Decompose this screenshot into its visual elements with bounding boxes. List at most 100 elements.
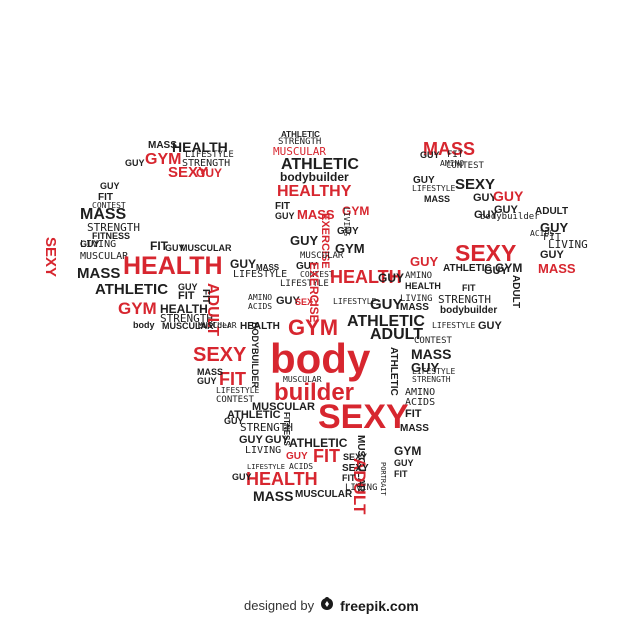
cloud-word: LIFESTYLE xyxy=(247,463,285,471)
cloud-word: ACIDS xyxy=(289,462,314,471)
cloud-word: MUSCULAR xyxy=(180,243,232,253)
cloud-word: GUY xyxy=(540,220,569,235)
cloud-word: MUSCULAR xyxy=(295,489,353,500)
cloud-word: MASS xyxy=(424,194,451,204)
cloud-word: SEXY xyxy=(455,240,517,266)
cloud-word: GUY xyxy=(224,416,244,426)
cloud-word: body xyxy=(270,335,371,382)
cloud-word: GUY xyxy=(413,175,435,186)
cloud-word: AMINO xyxy=(405,271,433,281)
cloud-word: BODYBUILDER xyxy=(250,322,260,389)
cloud-word: SEXY xyxy=(295,297,320,307)
cloud-word: ACIDS xyxy=(405,397,436,408)
cloud-word: GUY xyxy=(197,376,217,386)
cloud-word: ADULT xyxy=(535,206,569,217)
cloud-word: body xyxy=(133,320,155,330)
cloud-word: STRENGTH xyxy=(438,293,491,306)
cloud-word: bodybuilder xyxy=(480,212,540,222)
cloud-word: FIT xyxy=(219,369,246,389)
cloud-word: MUSCULAR xyxy=(80,251,129,262)
cloud-word: FIT xyxy=(394,469,408,479)
cloud-word: ATHLETIC xyxy=(227,409,281,421)
cloud-word: GUY xyxy=(370,296,403,313)
cloud-word: GUY xyxy=(484,265,508,277)
cloud-word: GUY xyxy=(478,320,502,332)
cloud-word: SEXY xyxy=(168,164,209,181)
cloud-word: LIFESTYLE xyxy=(216,386,260,395)
cloud-word: STRENGTH xyxy=(182,158,231,169)
cloud-word: GUY xyxy=(125,158,145,168)
cloud-word: MUSCULAR xyxy=(273,145,326,158)
cloud-word: HEALTH xyxy=(405,281,441,291)
cloud-word: ADULT xyxy=(370,326,424,343)
cloud-word: SEXY xyxy=(193,344,247,366)
cloud-word: LIFESTYLE xyxy=(233,269,288,280)
cloud-word: STRENGTH xyxy=(160,312,213,325)
freepik-credit[interactable]: designed by freepik.com xyxy=(244,596,419,615)
cloud-word: CONTEST xyxy=(300,270,334,279)
cloud-word: ATHLETIC xyxy=(95,281,169,298)
cloud-word: HEALTH xyxy=(330,267,402,287)
cloud-word: GUY xyxy=(540,249,564,261)
cloud-word: MUSCULAR xyxy=(252,401,315,413)
cloud-word: ACIDS xyxy=(248,302,273,311)
cloud-word: LIVING xyxy=(80,239,117,250)
cloud-word: STRENGTH xyxy=(240,421,293,434)
cloud-word: ATHLETIC xyxy=(388,347,399,396)
cloud-word: GYM xyxy=(335,241,365,256)
cloud-word: SEXY xyxy=(342,463,369,474)
cloud-word: HEALTH xyxy=(240,321,280,332)
cloud-word: MUSCULAR xyxy=(283,375,322,384)
cloud-word: LIVING xyxy=(245,445,282,456)
cloud-word: GUY xyxy=(275,211,295,221)
cloud-word: GYM xyxy=(118,299,157,318)
cloud-word: HEALTHY xyxy=(277,183,352,200)
cloud-word: MASS xyxy=(256,263,280,272)
cloud-word: bodybuilder xyxy=(280,170,349,184)
cloud-word: GUY xyxy=(196,166,223,180)
cloud-word: STRENGTH xyxy=(278,137,322,147)
cloud-word: GUY xyxy=(178,282,198,292)
credit-brand: freepik.com xyxy=(340,597,419,614)
cloud-word: HEALTH xyxy=(160,302,208,316)
cloud-word: MASS xyxy=(423,139,476,159)
cloud-word: MASS xyxy=(538,261,576,276)
cloud-word: MASS xyxy=(297,207,335,222)
cloud-word: CONTEST xyxy=(414,336,452,346)
cloud-word: FIT xyxy=(462,283,476,293)
cloud-word: LIFESTYLE xyxy=(280,279,329,289)
cloud-word: GUY xyxy=(296,261,318,272)
cloud-word: GUY xyxy=(378,271,405,285)
cloud-word: GUY xyxy=(230,257,257,271)
cloud-word: GUY xyxy=(410,254,439,269)
cloud-word: ATHLETIC xyxy=(347,313,425,330)
cloud-word: FIT xyxy=(275,201,290,212)
cloud-word: MASS xyxy=(253,488,294,504)
cloud-word: MUSCULAR xyxy=(198,321,237,330)
cloud-word: CONTEST xyxy=(92,201,126,210)
cloud-word: AMINO xyxy=(248,293,273,302)
cloud-word: MUSCULAR xyxy=(300,251,344,261)
cloud-word: FIT xyxy=(150,239,168,253)
cloud-word: GUY xyxy=(239,434,263,446)
cloud-word: SEXY xyxy=(455,176,496,193)
cloud-word: ATHLETIC xyxy=(443,263,492,274)
cloud-word: ATHLETIC xyxy=(281,130,320,139)
cloud-word: MASS xyxy=(411,346,452,362)
cloud-word: GYM xyxy=(288,315,339,340)
cloud-word: GYM xyxy=(394,444,422,458)
cloud-word: MASS xyxy=(80,206,127,223)
credit-prefix: designed by xyxy=(244,598,315,613)
cloud-word: HEALTH xyxy=(172,139,228,155)
cloud-word: LIFESTYLE xyxy=(432,321,476,330)
cloud-word: CONTEST xyxy=(216,395,254,405)
cloud-word: FITNESS xyxy=(92,231,131,241)
cloud-word: AMINO xyxy=(405,387,436,398)
cloud-word: GUY xyxy=(286,451,308,462)
cloud-word: GUY xyxy=(232,472,252,482)
cloud-word: LIFESTYLE xyxy=(412,367,456,376)
cloud-word: PORTRAIT xyxy=(379,462,387,496)
cloud-word: GUY xyxy=(420,150,440,160)
cloud-word: GUY xyxy=(494,204,518,216)
